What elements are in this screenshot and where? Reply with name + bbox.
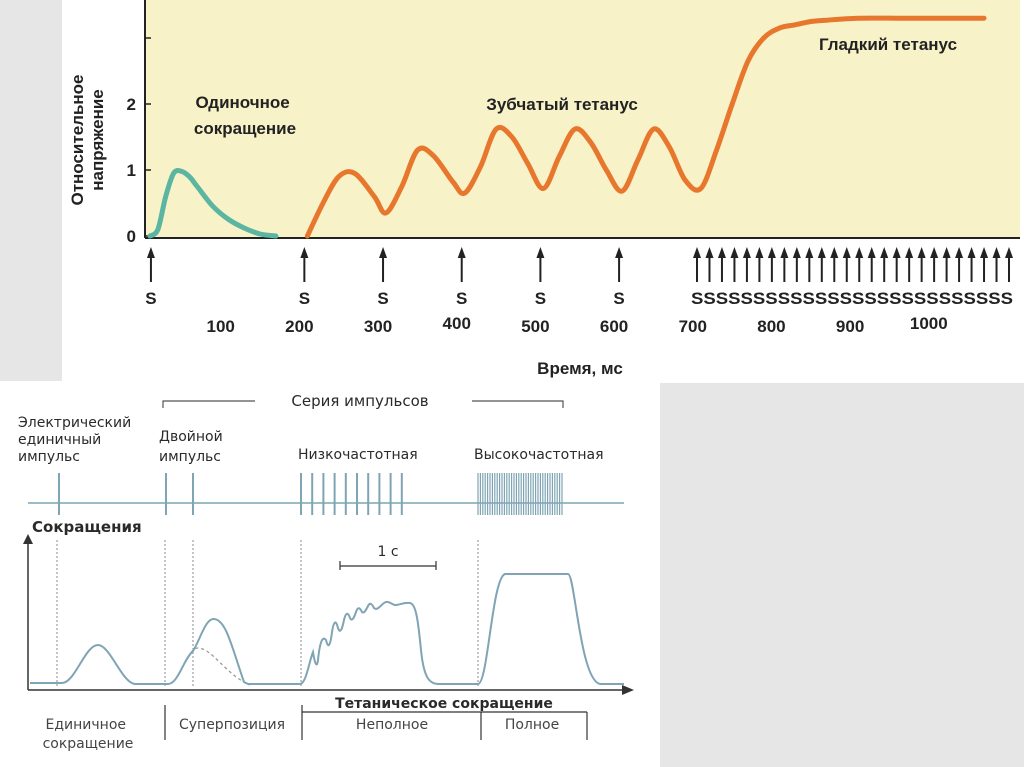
train-stimulus-arrow-head bbox=[742, 247, 751, 258]
jagged-tetanus-annotation: Зубчатый тетанус bbox=[486, 95, 638, 114]
interval-label: 1 с bbox=[377, 544, 398, 560]
train-stimulus-arrow-head bbox=[930, 247, 939, 258]
train-stimulus-arrow-head bbox=[1005, 247, 1013, 258]
y-axis-label-line: Относительное bbox=[68, 74, 87, 205]
train-stimulus-arrow-head bbox=[730, 247, 739, 258]
x-axis-label: Время, мс bbox=[537, 359, 623, 378]
y-tick-label: 2 bbox=[127, 95, 136, 114]
high-frequency-label: Высокочастотная bbox=[474, 447, 604, 463]
interval-marker bbox=[339, 561, 437, 570]
single-impulse-label: Электрический единичный импульс bbox=[18, 415, 136, 465]
y-tick-label: 1 bbox=[127, 161, 136, 180]
train-stimulus-arrow-head bbox=[867, 247, 876, 258]
superposition-category: Суперпозиция bbox=[179, 717, 285, 733]
train-stimulus-arrow-head bbox=[917, 247, 926, 258]
x-ticks: 100 200 300 400 500 600 700 800 900 1000 bbox=[206, 314, 947, 336]
y-axis-label: Относительноенапряжение bbox=[68, 74, 107, 205]
train-stimulus-arrow-head bbox=[955, 247, 964, 258]
x-tick-label: 700 bbox=[679, 317, 707, 336]
stimulus-label: S bbox=[145, 289, 156, 308]
bottom-y-arrow bbox=[23, 534, 33, 544]
x-tick-label: 100 bbox=[206, 317, 234, 336]
stimulus-arrow-head bbox=[615, 247, 624, 258]
series-title: Серия импульсов bbox=[291, 392, 428, 410]
series-group bbox=[147, 15, 987, 239]
stimulus-label: S bbox=[535, 289, 546, 308]
stimuli-group: S S S S S S SSSSSSSSSSSSSSSSSSSSSSSSSS bbox=[145, 247, 1013, 308]
train-stimulus-label: SSSSSSSSSSSSSSSSSSSSSSSSSS bbox=[691, 289, 1013, 308]
stimulus-label: S bbox=[456, 289, 467, 308]
x-tick-label: 1000 bbox=[910, 314, 948, 333]
series-bracket bbox=[162, 400, 564, 408]
bottom-chart: Серия импульсов Электрический единичный … bbox=[0, 381, 660, 767]
onset-guides bbox=[56, 540, 479, 688]
stimulus-arrow-head bbox=[457, 247, 466, 258]
stimulus-arrow-head bbox=[146, 247, 155, 258]
train-stimulus-arrow-head bbox=[705, 247, 714, 258]
x-tick-label: 200 bbox=[285, 317, 313, 336]
train-stimulus-arrow-head bbox=[792, 247, 801, 258]
double-impulse-label: Двойной импульс bbox=[159, 429, 227, 465]
x-tick-label: 800 bbox=[757, 317, 785, 336]
train-stimulus-arrow-head bbox=[942, 247, 951, 258]
x-tick-label: 900 bbox=[836, 317, 864, 336]
y-axis-label-line: напряжение bbox=[88, 89, 107, 191]
tetanus-line bbox=[304, 15, 987, 239]
contraction-response-curve bbox=[30, 573, 624, 685]
stimulus-arrow-head bbox=[379, 247, 388, 258]
contractions-y-label: Сокращения bbox=[32, 518, 142, 536]
train-stimulus-arrow-head bbox=[880, 247, 889, 258]
complete-category: Полное bbox=[505, 717, 559, 733]
single-twitch-annotation: Одиночное сокращение bbox=[194, 93, 296, 138]
stimulus-label: S bbox=[299, 289, 310, 308]
train-stimulus-arrow-head bbox=[830, 247, 839, 258]
train-stimulus-arrow-head bbox=[905, 247, 914, 258]
train-stimulus-arrow-head bbox=[842, 247, 851, 258]
bottom-x-arrow bbox=[622, 685, 634, 695]
stimulus-arrow-head bbox=[300, 247, 309, 258]
train-stimulus-arrow-head bbox=[693, 247, 701, 258]
x-tick-label: 400 bbox=[443, 314, 471, 333]
y-tick-label: 0 bbox=[127, 227, 136, 246]
plot-area bbox=[145, 0, 1020, 237]
x-tick-label: 600 bbox=[600, 317, 628, 336]
single-twitch-line bbox=[147, 168, 279, 239]
x-tick-label: 300 bbox=[364, 317, 392, 336]
stimulus-label: S bbox=[613, 289, 624, 308]
train-stimulus-arrow-head bbox=[767, 247, 776, 258]
train-stimulus-arrow-head bbox=[967, 247, 976, 258]
train-stimulus-arrow-head bbox=[855, 247, 864, 258]
stimulus-arrow-head bbox=[536, 247, 545, 258]
train-stimulus-arrow-head bbox=[717, 247, 726, 258]
tetanic-title: Тетаническое сокращение bbox=[335, 696, 553, 712]
train-stimulus-arrow-head bbox=[817, 247, 826, 258]
x-tick-label: 500 bbox=[521, 317, 549, 336]
single-twitch-category: Единичное сокращение bbox=[43, 717, 134, 752]
train-stimulus-arrow-head bbox=[780, 247, 789, 258]
incomplete-category: Неполное bbox=[356, 717, 428, 733]
train-stimulus-arrow-head bbox=[980, 247, 989, 258]
stimulus-label: S bbox=[377, 289, 388, 308]
train-stimulus-arrow-head bbox=[892, 247, 901, 258]
train-stimulus-arrow-head bbox=[805, 247, 814, 258]
low-frequency-label: Низкочастотная bbox=[298, 447, 418, 463]
train-stimulus-arrow-head bbox=[755, 247, 764, 258]
train-stimulus-arrow-head bbox=[992, 247, 1001, 258]
top-chart: Относительноенапряжение 012 S S S S S S SSSSSS… bbox=[62, 0, 1024, 383]
stimulus-pulses bbox=[58, 473, 563, 515]
smooth-tetanus-annotation: Гладкий тетанус bbox=[819, 35, 957, 54]
